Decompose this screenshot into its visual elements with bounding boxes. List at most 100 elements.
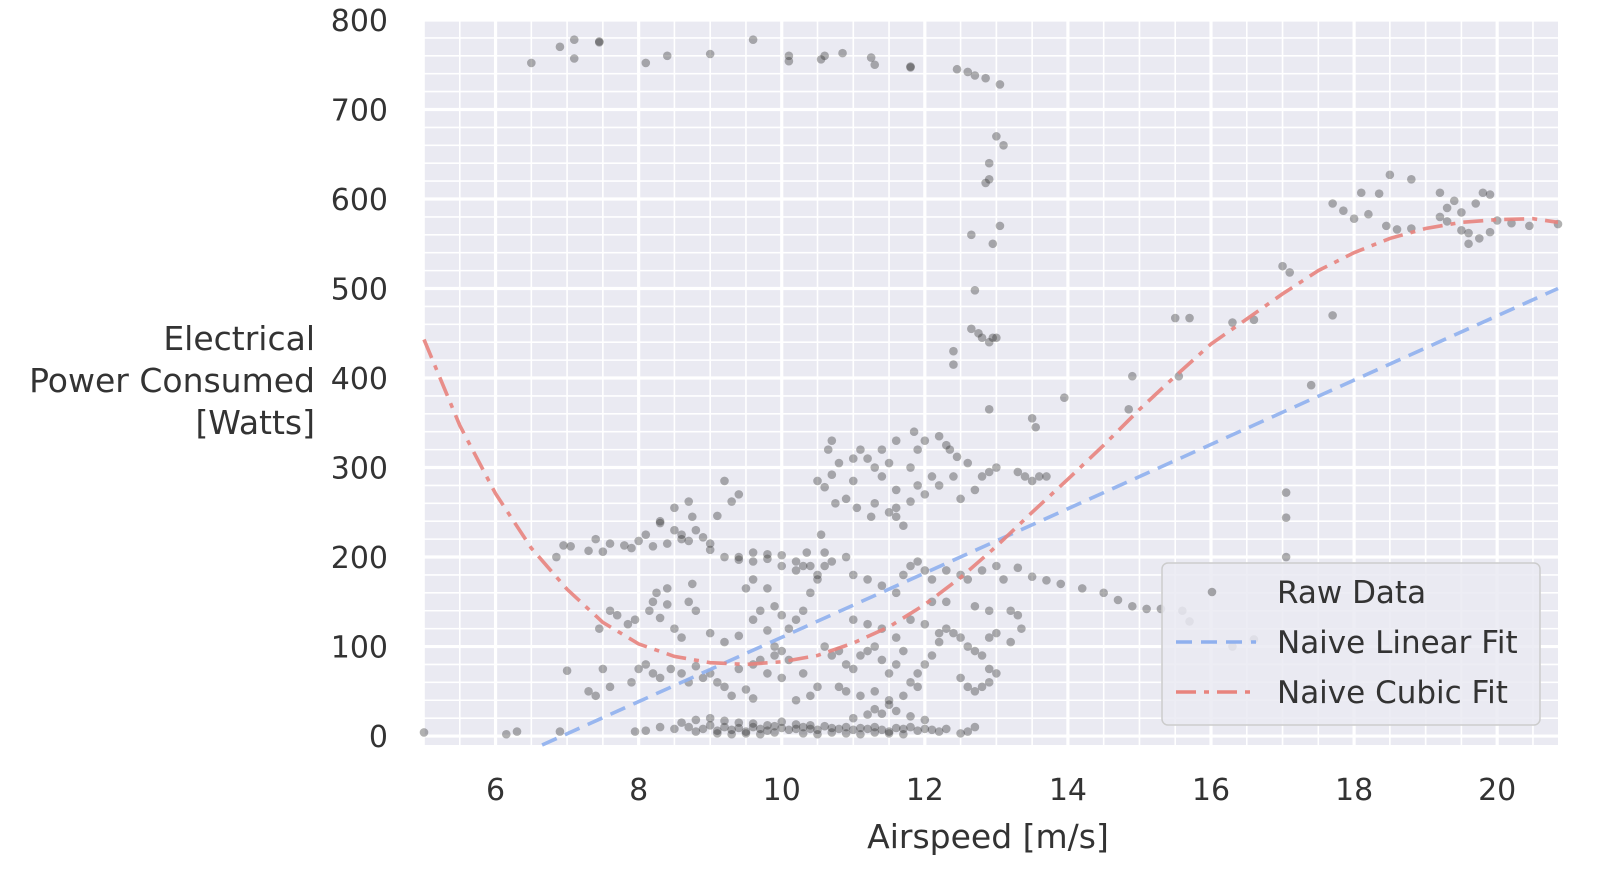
data-point (527, 58, 536, 68)
data-point (620, 541, 629, 550)
data-point (791, 724, 801, 734)
data-point (1328, 199, 1337, 208)
data-point (891, 436, 901, 445)
data-point (841, 494, 851, 504)
data-point (1525, 221, 1534, 231)
data-point (755, 724, 765, 734)
data-point (1435, 188, 1445, 198)
data-point (594, 624, 604, 633)
data-point (877, 655, 887, 665)
data-point (856, 445, 865, 454)
data-point (670, 525, 679, 535)
data-point (705, 713, 715, 723)
data-point (641, 58, 651, 68)
data-point (963, 458, 973, 468)
data-point (841, 552, 851, 562)
y-axis-label-line: Electrical (163, 319, 315, 358)
data-point (927, 575, 937, 584)
data-point (648, 597, 658, 607)
data-point (967, 230, 976, 240)
data-point (1034, 472, 1044, 481)
data-point (899, 646, 908, 656)
data-point (949, 472, 958, 481)
data-point (630, 727, 640, 736)
data-point (648, 669, 658, 678)
data-point (806, 724, 815, 734)
data-point (920, 619, 930, 629)
data-point (963, 575, 973, 584)
data-point (687, 579, 697, 589)
data-point (594, 37, 604, 46)
data-point (906, 463, 915, 472)
data-point (956, 673, 965, 683)
data-point (941, 624, 951, 633)
data-point (977, 682, 987, 692)
data-point (684, 722, 694, 732)
scatter-series (419, 35, 1563, 739)
data-point (949, 360, 958, 369)
data-point (677, 534, 686, 544)
data-point (906, 497, 915, 506)
data-point (866, 53, 876, 62)
data-point (963, 682, 973, 692)
data-point (1385, 170, 1395, 180)
data-point (791, 695, 801, 705)
data-point (655, 518, 665, 528)
data-point (1128, 371, 1137, 381)
fit-lines (422, 216, 1559, 747)
data-point (777, 723, 787, 733)
data-point (949, 346, 958, 356)
data-point (884, 729, 894, 738)
data-point (569, 54, 579, 63)
data-point (755, 729, 765, 739)
data-point (884, 700, 894, 710)
data-point (1056, 579, 1066, 589)
data-point (992, 132, 1001, 141)
data-point (627, 678, 636, 687)
data-point (1281, 488, 1291, 497)
data-point (713, 729, 722, 738)
data-point (734, 490, 744, 499)
data-point (798, 729, 808, 738)
data-point (870, 463, 880, 472)
data-point (1364, 209, 1373, 219)
data-point (1471, 199, 1481, 208)
data-point (741, 584, 751, 593)
data-point (870, 60, 880, 70)
legend-label: Raw Data (1277, 575, 1426, 611)
data-point (1031, 422, 1041, 432)
data-point (569, 35, 579, 44)
data-point (770, 651, 779, 660)
data-point (562, 666, 572, 676)
data-point (645, 606, 654, 616)
data-point (984, 633, 994, 642)
data-point (831, 499, 840, 508)
data-point (977, 651, 987, 660)
data-point (1306, 380, 1316, 390)
data-point (1042, 576, 1051, 585)
data-point (806, 721, 815, 730)
data-point (906, 678, 915, 687)
y-tick-label: 700 (331, 94, 388, 129)
data-point (970, 722, 980, 732)
data-point (884, 458, 894, 468)
data-point (727, 725, 736, 735)
data-point (1099, 588, 1108, 598)
data-point (770, 721, 779, 731)
data-point (984, 678, 994, 687)
data-point (748, 575, 758, 584)
data-point (941, 566, 951, 575)
data-point (977, 472, 987, 481)
data-point (791, 557, 801, 566)
data-point (1128, 601, 1137, 611)
data-point (720, 722, 729, 732)
data-point (1474, 234, 1484, 243)
data-point (934, 481, 944, 490)
data-point (992, 628, 1001, 638)
data-point (970, 286, 980, 295)
data-point (641, 530, 651, 539)
data-point (941, 440, 951, 450)
data-point (992, 333, 1001, 343)
y-tick-label: 600 (331, 183, 388, 218)
data-point (1027, 476, 1037, 486)
